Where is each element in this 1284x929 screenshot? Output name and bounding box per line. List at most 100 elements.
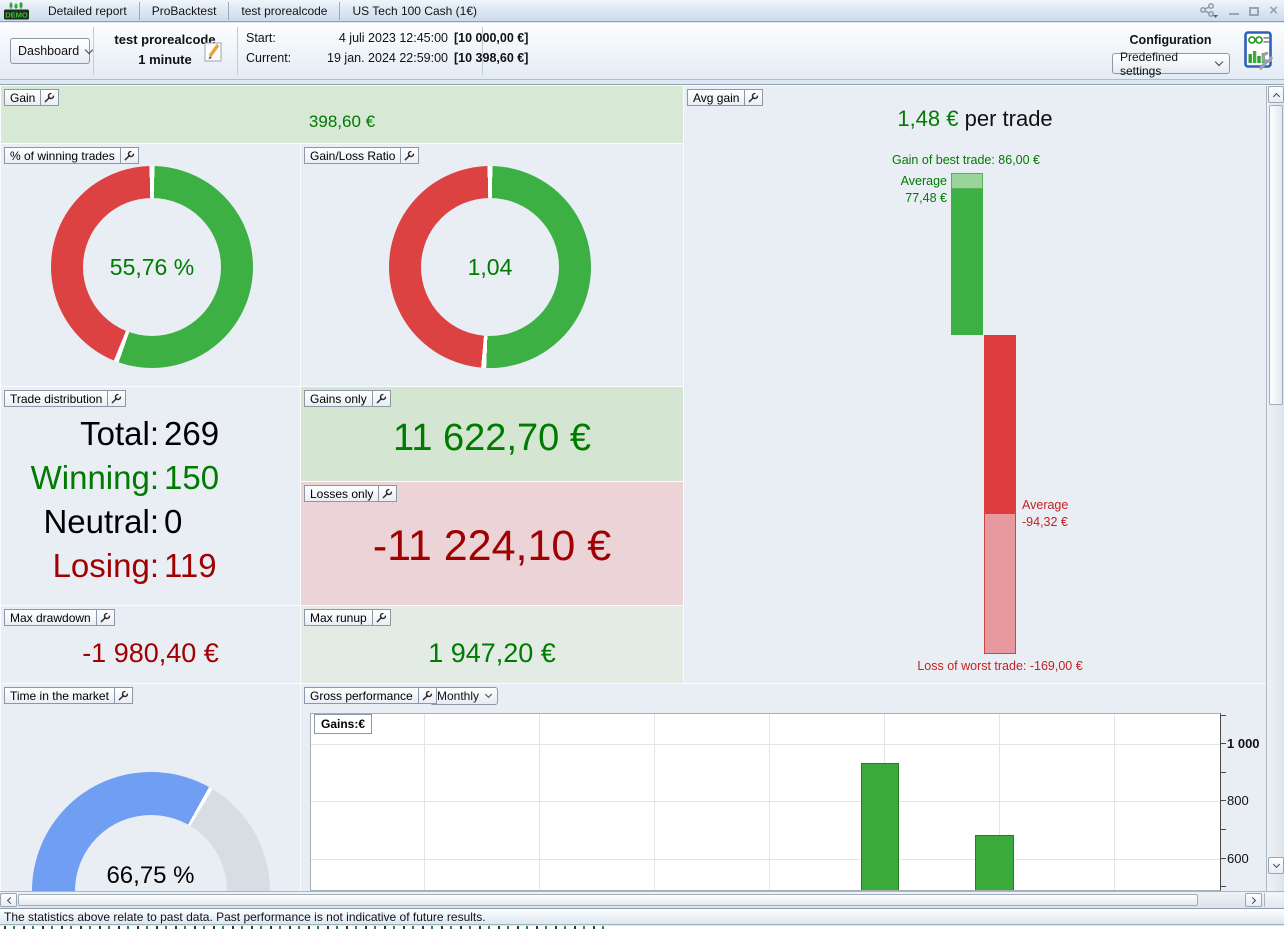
minimize-button[interactable] [1229, 13, 1240, 15]
panel-gain-loss-ratio: Gain/Loss Ratio 1,04 [301, 144, 683, 386]
scroll-up-button[interactable] [1268, 86, 1284, 103]
status-bar: The statistics above relate to past data… [0, 908, 1284, 925]
gross-performance-period-select[interactable]: Monthly [430, 687, 499, 705]
trade-distribution-settings-wrench-icon[interactable] [108, 390, 127, 407]
time-in-market-value: 66,75 % [106, 862, 195, 889]
report-config-icon[interactable] [1244, 31, 1274, 76]
panel-gross-performance-title: Gross performance [304, 687, 419, 704]
share-icon[interactable] [1199, 3, 1219, 19]
start-capital: [10 000,00 €] [454, 31, 529, 45]
gain-loss-ratio-value: 1,04 [467, 253, 513, 280]
dashboard-area: Gain 398,60 € % of winning trades 55,76 … [0, 84, 1284, 892]
time-in-market-settings-wrench-icon[interactable] [114, 687, 133, 704]
tab-instrument[interactable]: US Tech 100 Cash (1€) [352, 3, 477, 18]
gains-only-settings-wrench-icon[interactable] [372, 390, 391, 407]
time-in-market-gauge-chart [32, 772, 270, 891]
svg-text:DEMO: DEMO [5, 10, 28, 19]
chevron-down-icon [1214, 57, 1224, 67]
y-tick-600: 600 [1227, 851, 1249, 866]
gain-value: 398,60 € [308, 112, 376, 131]
horizontal-scrollbar[interactable] [0, 891, 1284, 907]
background-chart-ticks [4, 926, 604, 929]
trade-neutral-row: Neutral: 0 [43, 503, 183, 540]
gross-performance-settings-wrench-icon[interactable] [418, 687, 437, 704]
avg-gain-value: 1,48 € [897, 106, 959, 131]
edit-pencil-icon[interactable] [203, 40, 225, 69]
avg-loss-bar-average-segment [984, 335, 1016, 513]
panel-losses-only-title: Losses only [304, 485, 380, 502]
dashboard-view-select[interactable]: Dashboard [10, 38, 94, 64]
avg-gain-headline: 1,48 € per trade [684, 106, 1266, 132]
header-divider [237, 27, 238, 75]
trade-winning-row: Winning: 150 [30, 459, 220, 496]
configuration-label: Configuration [1129, 33, 1212, 47]
gain-loss-ratio-settings-wrench-icon[interactable] [401, 147, 420, 164]
panel-gain-loss-ratio-title: Gain/Loss Ratio [304, 147, 402, 164]
tab-system-name[interactable]: test prorealcode [241, 3, 328, 18]
current-date: 19 jan. 2024 22:59:00 [327, 51, 448, 65]
chevron-left-icon [6, 896, 14, 904]
panel-winning-trades: % of winning trades 55,76 % [1, 144, 300, 386]
panel-winning-trades-title: % of winning trades [4, 147, 121, 164]
max-drawdown-value: -1 980,40 € [82, 638, 219, 668]
panel-time-in-market-title: Time in the market [4, 687, 115, 704]
system-timeframe: 1 minute [138, 52, 192, 67]
losses-only-settings-wrench-icon[interactable] [379, 485, 398, 502]
average-gain-label: Average 77,48 € [900, 173, 947, 205]
scroll-left-button[interactable] [0, 893, 17, 907]
best-trade-label: Gain of best trade: 86,00 € [891, 153, 1041, 167]
gross-performance-bar [861, 762, 899, 890]
horizontal-scrollbar-thumb[interactable] [18, 894, 1198, 906]
avg-gain-settings-wrench-icon[interactable] [745, 89, 764, 106]
chevron-down-icon [484, 690, 493, 699]
avg-gain-bar-best-segment [951, 172, 983, 189]
close-button[interactable]: × [1269, 2, 1278, 19]
background-window-strip [0, 926, 1284, 929]
panel-avg-gain: Avg gain 1,48 € per trade Gain of best t… [684, 86, 1266, 683]
panel-time-in-market: Time in the market 66,75 % [1, 684, 300, 892]
avg-loss-bar-worst-segment [984, 512, 1016, 654]
trade-total-row: Total: 269 [80, 415, 220, 452]
gain-settings-wrench-icon[interactable] [41, 89, 60, 106]
maximize-button[interactable] [1249, 6, 1260, 16]
average-loss-label: Average -94,32 € [1022, 497, 1069, 529]
title-bar: DEMO Detailed report ProBacktest test pr… [0, 0, 1284, 22]
vertical-scrollbar[interactable] [1266, 86, 1284, 892]
scroll-down-button[interactable] [1268, 857, 1284, 874]
configuration-select[interactable]: Predefined settings [1112, 50, 1230, 78]
tab-probacktest[interactable]: ProBacktest [151, 3, 217, 18]
chevron-right-icon [1248, 896, 1256, 904]
panel-trade-distribution: Trade distribution Total: 269 Winning: 150… [1, 387, 300, 605]
trade-losing-row: Losing: 119 [52, 547, 217, 584]
panel-max-drawdown-title: Max drawdown [4, 609, 97, 626]
tab-detailed-report[interactable]: Detailed report [48, 3, 127, 18]
panel-gain-title: Gain [4, 89, 42, 106]
panel-max-runup: Max runup 1 947,20 € [301, 606, 683, 683]
tab-separator [138, 1, 140, 20]
start-label: Start: [246, 31, 276, 45]
winning-trades-value: 55,76 % [109, 253, 195, 280]
tab-separator [339, 1, 341, 20]
scroll-right-button[interactable] [1245, 893, 1262, 907]
period-select-value: Monthly [437, 689, 480, 703]
dashboard-view-select-value: Dashboard [18, 44, 80, 58]
panel-max-drawdown: Max drawdown -1 980,40 € [1, 606, 300, 683]
chevron-up-icon [1272, 92, 1280, 100]
y-tick-800: 800 [1227, 793, 1249, 808]
header-divider [93, 27, 94, 75]
configuration-select-value: Predefined settings [1120, 49, 1179, 78]
report-header: Dashboard test prorealcode 1 minute Star… [0, 23, 1284, 80]
demo-logo-icon: DEMO [3, 1, 30, 20]
panel-gain: Gain 398,60 € [1, 86, 683, 143]
panel-trade-distribution-title: Trade distribution [4, 390, 109, 407]
max-drawdown-settings-wrench-icon[interactable] [96, 609, 115, 626]
gross-performance-bar [975, 834, 1014, 890]
vertical-scrollbar-thumb[interactable] [1269, 105, 1283, 405]
winning-trades-settings-wrench-icon[interactable] [120, 147, 139, 164]
losses-only-value: -11 224,10 € [372, 522, 612, 570]
disclaimer-text: The statistics above relate to past data… [4, 909, 486, 924]
current-capital: [10 398,60 €] [454, 51, 529, 65]
max-runup-settings-wrench-icon[interactable] [372, 609, 391, 626]
tab-separator [228, 1, 230, 20]
